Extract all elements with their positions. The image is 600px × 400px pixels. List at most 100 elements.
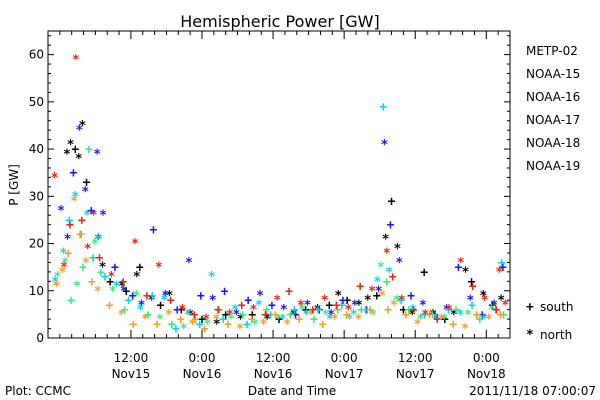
data-point-noaa-18: +	[343, 308, 351, 323]
data-point-noaa-16: +	[267, 308, 275, 323]
data-point-metp-02: *	[394, 242, 402, 257]
data-point-noaa-15: +	[363, 303, 371, 318]
data-point-noaa-15: +	[87, 204, 95, 219]
data-point-noaa-16: *	[409, 303, 417, 318]
data-point-metp-02: *	[314, 303, 322, 318]
data-point-metp-02: +	[122, 284, 130, 299]
data-point-metp-02: *	[166, 289, 174, 304]
data-point-noaa-16: +	[379, 100, 387, 115]
data-point-noaa-17: *	[180, 322, 188, 337]
data-point-metp-02: *	[290, 308, 298, 323]
data-point-metp-02: +	[343, 294, 351, 309]
data-point-noaa-15: +	[150, 223, 158, 238]
data-points: **+**++**+ *+*+* +*+ * + *+ * + * + * + * +* + * * +*+*+ *…	[51, 53, 510, 337]
data-point-noaa-17: +	[144, 308, 152, 323]
data-point-metp-02: *	[263, 313, 271, 328]
x-tick-date-label: Nov16	[254, 367, 293, 381]
data-point-metp-02: +	[136, 261, 144, 276]
data-point-noaa-17: *	[203, 317, 211, 332]
data-point-noaa-17: +	[310, 313, 318, 328]
data-point-noaa-19: *	[344, 303, 352, 318]
data-point-noaa-19: *	[72, 53, 80, 68]
data-point-noaa-19: *	[481, 294, 489, 309]
data-point-noaa-19: +	[190, 308, 198, 323]
y-axis: 0 10 20 30 40 50 60	[29, 35, 510, 345]
data-point-noaa-17: *	[369, 308, 377, 323]
data-point-noaa-16: +	[196, 317, 204, 332]
data-point-noaa-17: *	[488, 303, 496, 318]
data-point-noaa-15: *	[81, 185, 89, 200]
data-point-noaa-15: *	[375, 284, 383, 299]
data-point-metp-02: +	[177, 303, 185, 318]
data-point-noaa-16: +	[89, 251, 97, 266]
data-point-noaa-19: +	[214, 303, 222, 318]
data-point-noaa-17: +	[263, 303, 271, 318]
data-point-noaa-17: *	[156, 313, 164, 328]
data-point-noaa-15: +	[499, 261, 507, 276]
data-point-noaa-19: *	[297, 298, 305, 313]
data-point-metp-02: *	[462, 265, 470, 280]
data-point-noaa-16: +	[65, 213, 73, 228]
data-point-noaa-18: +	[449, 317, 457, 332]
data-point-noaa-16: *	[51, 275, 59, 290]
data-point-metp-02: +	[71, 143, 79, 158]
data-point-noaa-19: +	[469, 280, 477, 295]
data-point-noaa-15: *	[304, 298, 312, 313]
data-point-noaa-19: +	[167, 294, 175, 309]
data-point-noaa-15: *	[351, 298, 359, 313]
data-point-metp-02: +	[106, 275, 114, 290]
data-point-metp-02: *	[133, 270, 141, 285]
data-point-noaa-18: +	[64, 246, 72, 261]
footer-plot-credit: Plot: CCMC	[5, 384, 71, 398]
data-point-noaa-17: *	[393, 294, 401, 309]
data-point-noaa-16: *	[95, 232, 103, 247]
data-point-noaa-18: +	[384, 303, 392, 318]
data-point-noaa-16: *	[113, 280, 121, 295]
x-axis-label: Date and Time	[248, 384, 336, 398]
data-point-noaa-16: *	[373, 275, 381, 290]
symbol-legend: + south * north	[526, 300, 574, 343]
data-point-noaa-17: *	[440, 313, 448, 328]
x-tick-date-label: Nov17	[396, 367, 435, 381]
data-point-noaa-16: *	[480, 313, 488, 328]
data-point-noaa-15: +	[70, 166, 78, 181]
data-point-noaa-19: *	[179, 303, 187, 318]
data-point-noaa-17: *	[73, 280, 81, 295]
data-point-noaa-19: +	[96, 251, 104, 266]
data-point-noaa-17: *	[61, 256, 69, 271]
data-point-noaa-15: +	[431, 308, 439, 323]
data-point-noaa-15: *	[99, 209, 107, 224]
data-point-noaa-19: *	[226, 308, 234, 323]
data-point-noaa-16: +	[338, 298, 346, 313]
data-point-noaa-19: +	[143, 289, 151, 304]
data-point-noaa-16: +	[77, 228, 85, 243]
data-point-noaa-19: +	[261, 308, 269, 323]
data-point-noaa-17: *	[346, 313, 354, 328]
x-tick-time-label: 0:00	[331, 351, 358, 365]
data-point-noaa-19: +	[78, 213, 86, 228]
data-point-metp-02: +	[275, 313, 283, 328]
data-point-noaa-16: +	[101, 270, 109, 285]
data-point-noaa-16: *	[231, 303, 239, 318]
data-point-noaa-17: +	[120, 303, 128, 318]
data-point-noaa-16: *	[184, 308, 192, 323]
data-point-noaa-15: +	[478, 308, 486, 323]
data-point-noaa-17: *	[322, 308, 330, 323]
data-point-metp-02: *	[75, 152, 83, 167]
data-point-noaa-18: +	[402, 308, 410, 323]
data-point-noaa-18: *	[378, 289, 386, 304]
legend-entry-noaa-18: NOAA-18	[526, 136, 580, 150]
data-point-noaa-18: +	[497, 308, 505, 323]
data-point-metp-02: *	[67, 138, 75, 153]
data-point-noaa-16: +	[243, 317, 251, 332]
data-point-noaa-16: +	[125, 294, 133, 309]
data-point-noaa-16: +	[498, 256, 506, 271]
data-point-noaa-17: +	[67, 294, 75, 309]
data-point-noaa-19: *	[398, 294, 406, 309]
data-point-noaa-18: +	[177, 313, 185, 328]
data-point-noaa-19: *	[131, 237, 139, 252]
data-point-noaa-18: +	[319, 317, 327, 332]
chart-title: Hemispheric Power [GW]	[180, 12, 379, 31]
legend-entry-noaa-16: NOAA-16	[526, 90, 580, 104]
data-point-noaa-15: *	[93, 147, 101, 162]
